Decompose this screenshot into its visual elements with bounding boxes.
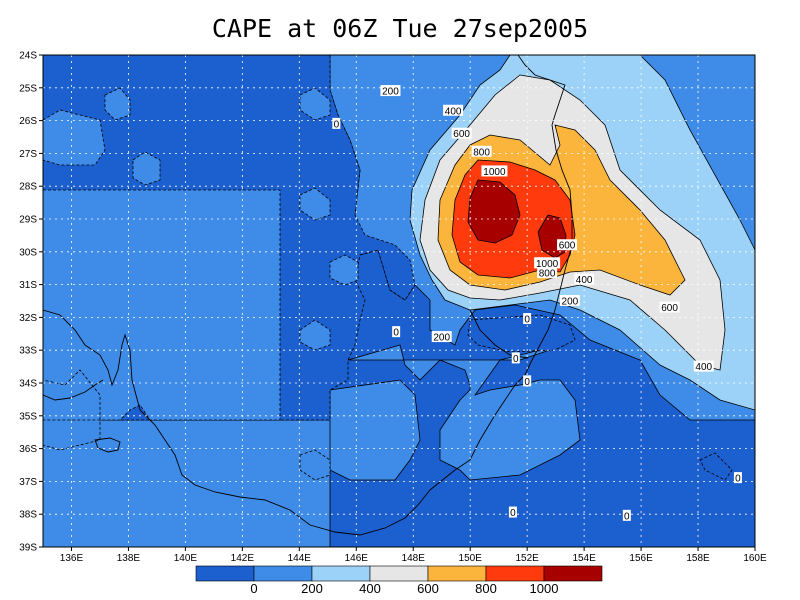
australia-coastline — [43, 55, 573, 536]
contour-label-background — [511, 352, 520, 364]
latitude-tick-labels: 24S 25S 26S 27S 28S 29S 30S 31S 32S 33S 34S 35S 36S 3… — [19, 51, 43, 554]
contour-label-background — [523, 313, 532, 325]
colorbar-label: 1000 — [530, 581, 559, 596]
contour-label: 1000 — [483, 167, 506, 178]
contour-label-background — [431, 331, 452, 343]
contour-label-background — [508, 506, 517, 518]
lat-tick-label: 29S — [19, 215, 37, 226]
contour-label: 0 — [334, 119, 340, 130]
contour-label-background — [557, 239, 578, 251]
contour-label-background — [622, 509, 631, 521]
contour-label: 800 — [539, 269, 556, 280]
lat-tick-label: 31S — [19, 280, 37, 291]
colorbar-label: 0 — [250, 581, 257, 596]
contour-label-background — [733, 472, 742, 484]
lon-tick-label: 148E — [402, 553, 426, 564]
contour-label-background — [659, 301, 680, 313]
contour-label: 1000 — [536, 259, 559, 270]
contour-label: 0 — [510, 508, 516, 519]
contour-label: 600 — [661, 303, 678, 314]
contour-label: 200 — [433, 333, 450, 344]
lon-tick-label: 142E — [231, 553, 255, 564]
contour-label-background — [534, 257, 561, 269]
lon-tick-label: 136E — [60, 553, 84, 564]
contour-label: 0 — [624, 511, 630, 522]
lat-tick-label: 39S — [19, 543, 37, 554]
contour-label-background — [693, 360, 714, 372]
contour-label-background — [537, 267, 558, 279]
lon-tick-label: 144E — [288, 553, 312, 564]
colorbar: 0 200 400 600 800 1000 — [195, 565, 603, 596]
longitude-tick-labels: 136E 138E 140E 142E 144E 146E 148E 150E 152E 154E… — [60, 547, 767, 564]
lat-tick-label: 24S — [19, 51, 37, 62]
contour-label: 0 — [393, 328, 399, 339]
colorbar-swatch — [485, 565, 545, 582]
cape-region-above-1000-north — [467, 179, 521, 244]
lat-tick-label: 27S — [19, 149, 37, 160]
contour-label: 600 — [559, 241, 576, 252]
colorbar-label: 800 — [475, 581, 497, 596]
contour-label: 400 — [695, 362, 712, 373]
lat-tick-label: 34S — [19, 379, 37, 390]
lat-tick-label: 32S — [19, 313, 37, 324]
contour-label: 0 — [524, 315, 530, 326]
lat-tick-label: 33S — [19, 346, 37, 357]
lon-tick-label: 146E — [345, 553, 369, 564]
colorbar-swatch — [311, 565, 371, 582]
lon-tick-label: 152E — [515, 553, 539, 564]
contour-label: 0 — [524, 377, 530, 388]
colorbar-swatch — [543, 565, 603, 582]
contour-label-background — [481, 165, 508, 177]
contour-label: 600 — [453, 129, 470, 140]
map-title: CAPE at 06Z Tue 27sep2005 — [211, 14, 589, 43]
contour-label-background — [559, 295, 580, 306]
lon-tick-label: 150E — [459, 553, 483, 564]
lon-tick-label: 138E — [117, 553, 141, 564]
contour-label: 200 — [382, 87, 399, 98]
contour-label: 0 — [735, 474, 741, 485]
colorbar-swatch — [427, 565, 487, 582]
lat-tick-label: 36S — [19, 444, 37, 455]
colorbar-label: 400 — [359, 581, 381, 596]
contour-label-background — [523, 375, 532, 387]
colorbar-label: 200 — [301, 581, 323, 596]
tasmania-coastline — [94, 437, 121, 453]
contour-label-background — [332, 117, 341, 129]
lon-tick-label: 140E — [174, 553, 198, 564]
lat-tick-label: 38S — [19, 510, 37, 521]
contour-label-background — [451, 127, 472, 139]
contour-label-background — [392, 326, 401, 338]
colorbar-swatch — [253, 565, 313, 582]
lon-tick-label: 158E — [686, 553, 710, 564]
gulf-inlet-coastline — [43, 379, 104, 401]
lat-tick-label: 26S — [19, 116, 37, 127]
lat-tick-label: 35S — [19, 411, 37, 422]
cape-small-cells — [43, 87, 359, 481]
contour-label-background — [380, 85, 401, 97]
contour-label: 800 — [473, 147, 490, 158]
contour-label: 400 — [576, 275, 593, 286]
lat-tick-label: 37S — [19, 477, 37, 488]
contour-label: 200 — [562, 297, 579, 308]
colorbar-label: 600 — [417, 581, 439, 596]
contour-label-background — [443, 104, 464, 116]
lon-tick-label: 160E — [743, 553, 767, 564]
colorbar-swatch — [369, 565, 429, 582]
lon-tick-label: 154E — [572, 553, 596, 564]
contour-label-background — [471, 145, 492, 157]
map-frame — [42, 54, 756, 548]
map-grid — [43, 55, 755, 547]
colorbar-swatch — [195, 565, 255, 582]
cape-fill-layer — [43, 55, 755, 547]
contour-label: 400 — [445, 106, 462, 117]
lat-tick-label: 25S — [19, 83, 37, 94]
contour-label: 0 — [513, 354, 519, 365]
lat-tick-label: 28S — [19, 182, 37, 193]
contour-label-background — [574, 273, 595, 285]
lon-tick-label: 156E — [629, 553, 653, 564]
lat-tick-label: 30S — [19, 247, 37, 258]
